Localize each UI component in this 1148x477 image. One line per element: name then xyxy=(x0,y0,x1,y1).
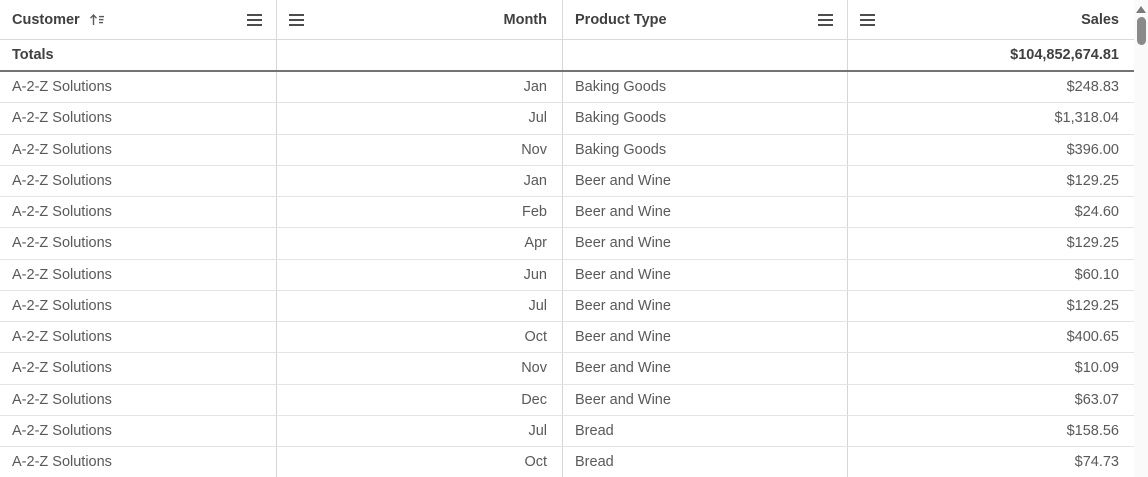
cell-customer[interactable]: A-2-Z Solutions xyxy=(0,165,277,196)
scroll-up-button[interactable] xyxy=(1136,6,1146,13)
cell-sales[interactable]: $60.10 xyxy=(848,259,1134,290)
cell-month[interactable]: Jul xyxy=(277,290,563,321)
sort-ascending-icon xyxy=(89,12,105,27)
table-row: A-2-Z Solutions Nov Baking Goods $396.00 xyxy=(0,134,1134,166)
cell-customer[interactable]: A-2-Z Solutions xyxy=(0,447,277,477)
cell-customer[interactable]: A-2-Z Solutions xyxy=(0,290,277,321)
cell-product-type[interactable]: Bread xyxy=(563,447,848,477)
cell-customer[interactable]: A-2-Z Solutions xyxy=(0,415,277,446)
header-label-customer: Customer xyxy=(12,11,80,28)
cell-sales[interactable]: $74.73 xyxy=(848,447,1134,477)
cell-product-type[interactable]: Beer and Wine xyxy=(563,290,848,321)
totals-label: Totals xyxy=(0,40,277,70)
table-row: A-2-Z Solutions Feb Beer and Wine $24.60 xyxy=(0,197,1134,229)
cell-product-type[interactable]: Baking Goods xyxy=(563,103,848,134)
cell-product-type[interactable]: Beer and Wine xyxy=(563,165,848,196)
scrollbar-thumb[interactable] xyxy=(1137,17,1146,45)
cell-product-type[interactable]: Beer and Wine xyxy=(563,228,848,259)
cell-month[interactable]: Apr xyxy=(277,228,563,259)
cell-sales[interactable]: $1,318.04 xyxy=(848,103,1134,134)
cell-month[interactable]: Jan xyxy=(277,72,563,103)
header-cell-sales[interactable]: Sales xyxy=(848,0,1134,39)
cell-product-type[interactable]: Beer and Wine xyxy=(563,197,848,228)
header-label-product-type: Product Type xyxy=(575,11,667,28)
cell-customer[interactable]: A-2-Z Solutions xyxy=(0,103,277,134)
cell-month[interactable]: Feb xyxy=(277,197,563,228)
cell-customer[interactable]: A-2-Z Solutions xyxy=(0,72,277,103)
cell-sales[interactable]: $63.07 xyxy=(848,384,1134,415)
table-row: A-2-Z Solutions Jun Beer and Wine $60.10 xyxy=(0,259,1134,291)
totals-row: Totals $104,852,674.81 xyxy=(0,40,1134,72)
header-label-month: Month xyxy=(503,11,547,28)
cell-product-type[interactable]: Baking Goods xyxy=(563,72,848,103)
cell-sales[interactable]: $10.09 xyxy=(848,353,1134,384)
column-menu-icon-product-type[interactable] xyxy=(818,13,833,26)
cell-customer[interactable]: A-2-Z Solutions xyxy=(0,197,277,228)
cell-customer[interactable]: A-2-Z Solutions xyxy=(0,259,277,290)
column-menu-icon-sales[interactable] xyxy=(860,13,875,26)
table-row: A-2-Z Solutions Oct Bread $74.73 xyxy=(0,447,1134,477)
table-row: A-2-Z Solutions Jul Bread $158.56 xyxy=(0,415,1134,447)
cell-sales[interactable]: $158.56 xyxy=(848,415,1134,446)
table-header: Customer Month Produc xyxy=(0,0,1134,40)
totals-sales-value: $104,852,674.81 xyxy=(848,40,1134,70)
cell-sales[interactable]: $400.65 xyxy=(848,322,1134,353)
cell-product-type[interactable]: Beer and Wine xyxy=(563,259,848,290)
header-cell-month[interactable]: Month xyxy=(277,0,563,39)
cell-product-type[interactable]: Beer and Wine xyxy=(563,353,848,384)
table-row: A-2-Z Solutions Apr Beer and Wine $129.2… xyxy=(0,228,1134,260)
cell-month[interactable]: Jun xyxy=(277,259,563,290)
column-menu-icon-month[interactable] xyxy=(289,13,304,26)
table-row: A-2-Z Solutions Nov Beer and Wine $10.09 xyxy=(0,353,1134,385)
cell-sales[interactable]: $129.25 xyxy=(848,290,1134,321)
cell-sales[interactable]: $396.00 xyxy=(848,134,1134,165)
cell-sales[interactable]: $129.25 xyxy=(848,165,1134,196)
cell-month[interactable]: Jan xyxy=(277,165,563,196)
cell-product-type[interactable]: Beer and Wine xyxy=(563,384,848,415)
table-row: A-2-Z Solutions Oct Beer and Wine $400.6… xyxy=(0,322,1134,354)
cell-customer[interactable]: A-2-Z Solutions xyxy=(0,322,277,353)
totals-product-type xyxy=(563,40,848,70)
cell-month[interactable]: Dec xyxy=(277,384,563,415)
cell-customer[interactable]: A-2-Z Solutions xyxy=(0,228,277,259)
cell-customer[interactable]: A-2-Z Solutions xyxy=(0,134,277,165)
cell-customer[interactable]: A-2-Z Solutions xyxy=(0,384,277,415)
cell-product-type[interactable]: Baking Goods xyxy=(563,134,848,165)
cell-sales[interactable]: $129.25 xyxy=(848,228,1134,259)
totals-month xyxy=(277,40,563,70)
table-row: A-2-Z Solutions Jan Baking Goods $248.83 xyxy=(0,72,1134,104)
header-cell-customer[interactable]: Customer xyxy=(0,0,277,39)
column-menu-icon-customer[interactable] xyxy=(247,13,262,26)
vertical-scrollbar[interactable] xyxy=(1134,0,1148,477)
cell-month[interactable]: Nov xyxy=(277,134,563,165)
cell-sales[interactable]: $24.60 xyxy=(848,197,1134,228)
cell-month[interactable]: Nov xyxy=(277,353,563,384)
cell-customer[interactable]: A-2-Z Solutions xyxy=(0,353,277,384)
table-body: A-2-Z Solutions Jan Baking Goods $248.83… xyxy=(0,72,1134,477)
table-row: A-2-Z Solutions Jul Baking Goods $1,318.… xyxy=(0,103,1134,135)
table-row: A-2-Z Solutions Dec Beer and Wine $63.07 xyxy=(0,384,1134,416)
cell-month[interactable]: Jul xyxy=(277,415,563,446)
header-label-sales: Sales xyxy=(1081,11,1119,28)
table-row: A-2-Z Solutions Jan Beer and Wine $129.2… xyxy=(0,165,1134,197)
cell-month[interactable]: Jul xyxy=(277,103,563,134)
cell-month[interactable]: Oct xyxy=(277,322,563,353)
table-row: A-2-Z Solutions Jul Beer and Wine $129.2… xyxy=(0,290,1134,322)
cell-sales[interactable]: $248.83 xyxy=(848,72,1134,103)
cell-product-type[interactable]: Bread xyxy=(563,415,848,446)
cell-product-type[interactable]: Beer and Wine xyxy=(563,322,848,353)
header-cell-product-type[interactable]: Product Type xyxy=(563,0,848,39)
cell-month[interactable]: Oct xyxy=(277,447,563,477)
